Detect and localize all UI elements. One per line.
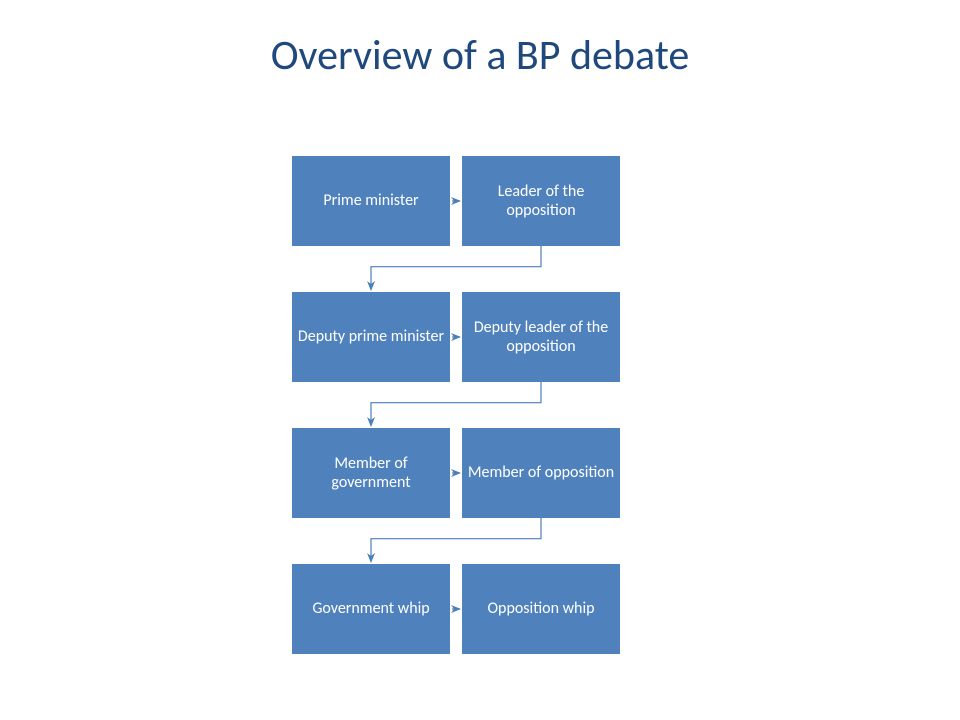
- node-row1-left: Deputy prime minister: [292, 292, 450, 382]
- node-row2-left: Member of government: [292, 428, 450, 518]
- node-row0-right: Leader of the opposition: [462, 156, 620, 246]
- node-row3-left: Government whip: [292, 564, 450, 654]
- node-row3-right: Opposition whip: [462, 564, 620, 654]
- node-row0-left: Prime minister: [292, 156, 450, 246]
- node-row2-right: Member of opposition: [462, 428, 620, 518]
- page-title: Overview of a BP debate: [0, 30, 960, 81]
- node-row1-right: Deputy leader of the opposition: [462, 292, 620, 382]
